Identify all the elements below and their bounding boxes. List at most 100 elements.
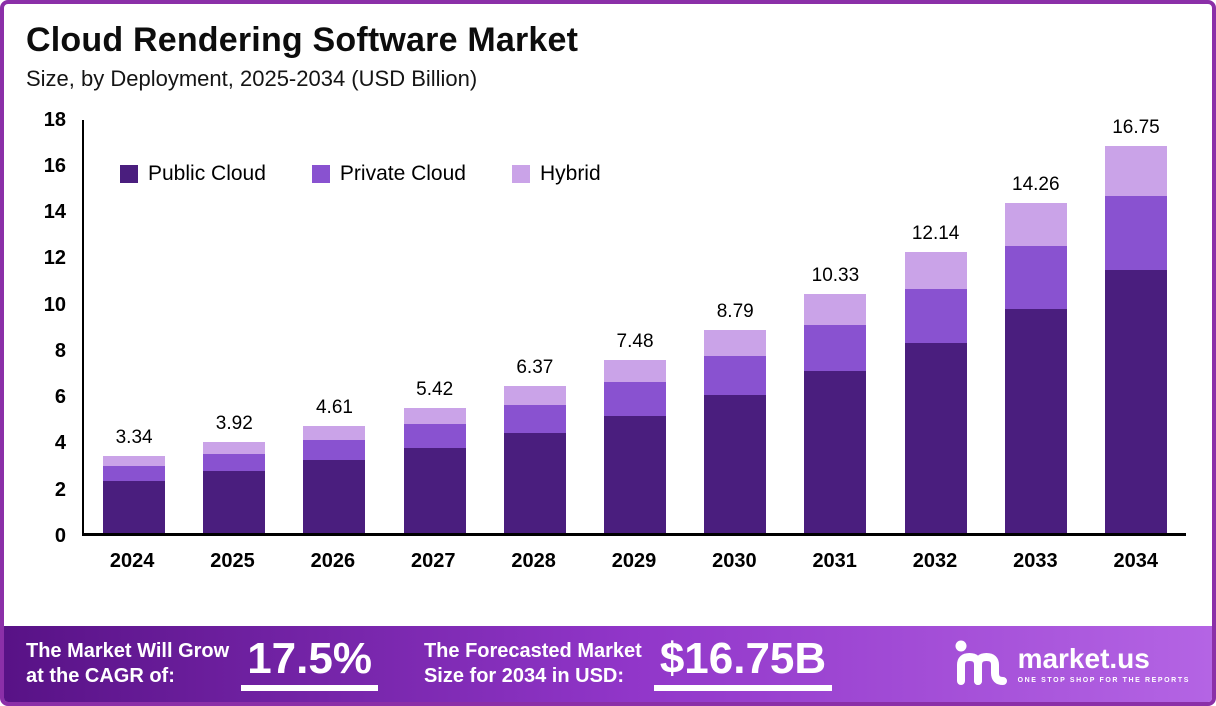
cagr-label: The Market Will Grow at the CAGR of: xyxy=(26,639,229,689)
legend-swatch xyxy=(511,164,530,183)
legend: Public Cloud Private Cloud Hybrid xyxy=(120,162,601,186)
bar-segment-public-cloud xyxy=(103,480,166,533)
bar-segment-hybrid xyxy=(503,385,566,405)
bar-stack xyxy=(103,455,166,533)
bar-stack xyxy=(804,294,867,533)
bar-segment-public-cloud xyxy=(1104,270,1167,533)
chart-header: Cloud Rendering Software Market Size, by… xyxy=(4,4,1212,92)
marketus-logo-text-block: market.us ONE STOP SHOP FOR THE REPORTS xyxy=(1017,642,1190,684)
stacked-bar-chart: 0 2 4 6 8 10 12 14 16 18 Public Cloud Private Clou… xyxy=(4,109,1212,586)
forecast-value: $16.75B xyxy=(653,637,833,691)
bar-total-label: 16.75 xyxy=(1112,116,1160,138)
bar-segment-public-cloud xyxy=(804,371,867,533)
bar-segment-public-cloud xyxy=(303,460,366,533)
bar-total-label: 4.61 xyxy=(315,397,353,419)
forecast-label-line1: The Forecasted Market xyxy=(423,640,642,662)
x-axis-label: 2031 xyxy=(812,549,857,572)
bar-segment-private-cloud xyxy=(604,382,667,416)
bar-stack xyxy=(203,442,266,533)
x-axis-label: 2032 xyxy=(912,549,958,572)
footer-banner: The Market Will Grow at the CAGR of: 17.… xyxy=(4,626,1212,702)
bar-segment-private-cloud xyxy=(804,325,867,372)
bar-segment-private-cloud xyxy=(1104,195,1167,271)
bar-segment-public-cloud xyxy=(203,471,266,533)
x-axis-label: 2026 xyxy=(310,549,356,572)
bar-stack xyxy=(604,359,667,533)
legend-label: Private Cloud xyxy=(339,161,466,185)
y-axis: 0 2 4 6 8 10 12 14 16 18 xyxy=(4,109,82,547)
bar-segment-private-cloud xyxy=(203,454,266,472)
x-axis-label: 2028 xyxy=(511,549,556,572)
bar-stack xyxy=(503,385,566,533)
bar-segment-public-cloud xyxy=(403,447,466,533)
bar-column: 4.61 xyxy=(284,397,384,533)
bar-column: 8.79 xyxy=(685,301,785,533)
bar-column: 12.14 xyxy=(886,223,986,533)
y-tick-label: 10 xyxy=(43,293,66,316)
plot-area: Public Cloud Private Cloud Hybrid 3.34 3.92… xyxy=(82,117,1186,536)
bar-column: 10.33 xyxy=(785,265,885,533)
bar-segment-hybrid xyxy=(103,455,166,466)
bar-total-label: 14.26 xyxy=(1012,174,1060,196)
bar-stack xyxy=(303,426,366,533)
bar-segment-public-cloud xyxy=(704,395,767,533)
chart-subtitle: Size, by Deployment, 2025-2034 (USD Bill… xyxy=(26,65,478,91)
bar-total-label: 5.42 xyxy=(416,378,454,400)
bar-total-label: 7.48 xyxy=(616,330,654,352)
bar-segment-hybrid xyxy=(203,442,266,454)
bar-total-label: 6.37 xyxy=(516,356,554,378)
bar-segment-public-cloud xyxy=(904,342,967,533)
marketus-logo-text: market.us xyxy=(1017,642,1150,674)
y-tick-label: 0 xyxy=(54,524,66,547)
y-tick-label: 18 xyxy=(43,108,66,131)
bar-total-label: 12.14 xyxy=(911,223,960,245)
bar-stack xyxy=(403,407,466,533)
bar-segment-hybrid xyxy=(303,426,366,440)
y-tick-label: 8 xyxy=(54,339,66,362)
legend-item: Private Cloud xyxy=(311,161,466,186)
bar-segment-hybrid xyxy=(1104,145,1167,196)
bar-segment-private-cloud xyxy=(103,465,166,481)
bar-segment-private-cloud xyxy=(904,288,967,343)
y-tick-label: 2 xyxy=(54,478,66,501)
bar-segment-hybrid xyxy=(1004,203,1067,246)
bar-segment-public-cloud xyxy=(1004,309,1067,533)
bar-segment-hybrid xyxy=(904,252,967,289)
y-tick-label: 4 xyxy=(54,432,66,455)
bar-column: 3.92 xyxy=(184,413,284,533)
y-tick-label: 14 xyxy=(43,201,66,224)
bar-column: 3.34 xyxy=(84,427,184,533)
bar-total-label: 3.34 xyxy=(115,426,153,448)
legend-item: Public Cloud xyxy=(120,162,266,186)
bar-column: 6.37 xyxy=(485,357,585,533)
y-tick-label: 12 xyxy=(43,247,66,270)
y-tick-label: 16 xyxy=(43,155,66,178)
forecast-label: The Forecasted Market Size for 2034 in U… xyxy=(424,639,642,689)
y-tick-label: 6 xyxy=(54,386,66,409)
legend-swatch xyxy=(311,164,330,183)
bar-column: 7.48 xyxy=(585,331,685,533)
bar-column: 5.42 xyxy=(385,379,485,533)
bar-segment-hybrid xyxy=(604,359,667,383)
cagr-value: 17.5% xyxy=(241,637,378,691)
bar-segment-public-cloud xyxy=(604,415,667,533)
bar-total-label: 3.92 xyxy=(215,413,253,435)
legend-label: Hybrid xyxy=(539,161,601,185)
marketus-logo-tagline: ONE STOP SHOP FOR THE REPORTS xyxy=(1017,676,1190,684)
bar-segment-private-cloud xyxy=(303,439,366,461)
legend-item: Hybrid xyxy=(511,161,601,186)
bar-total-label: 10.33 xyxy=(811,265,860,287)
bar-stack xyxy=(1104,145,1167,533)
x-axis-label: 2034 xyxy=(1113,549,1159,572)
bar-stack xyxy=(704,329,767,533)
cagr-label-line1: The Market Will Grow xyxy=(26,640,230,662)
bar-stack xyxy=(904,252,967,533)
marketus-logo-icon xyxy=(954,639,1008,690)
bar-column: 14.26 xyxy=(986,174,1086,533)
cagr-label-line2: at the CAGR of: xyxy=(26,665,175,687)
page-title: Cloud Rendering Software Market xyxy=(26,21,579,59)
bar-column: 16.75 xyxy=(1086,117,1186,533)
legend-label: Public Cloud xyxy=(148,161,266,185)
bar-total-label: 8.79 xyxy=(716,300,754,322)
